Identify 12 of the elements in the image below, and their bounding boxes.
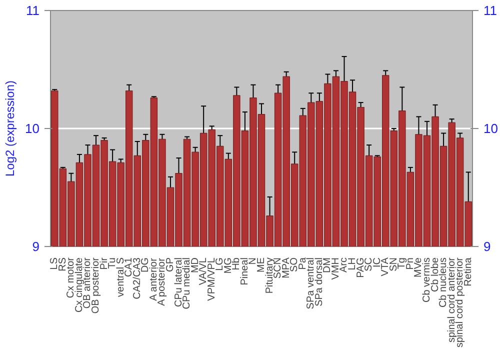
- x-tick-label: Pituitary: [264, 258, 276, 294]
- y-axis-title: Log2 (expression): [3, 80, 18, 177]
- y2-tick-label: 11: [484, 3, 497, 18]
- x-tick-label: OB posterior: [90, 256, 102, 314]
- y2-tick-label: 9: [484, 239, 491, 254]
- x-tick-label: Tg: [396, 258, 408, 270]
- x-tick-label: RS: [57, 257, 68, 272]
- y-tick-label: 9: [32, 239, 40, 254]
- x-tick-label: ME: [256, 257, 267, 272]
- y2-tick-label: 10: [484, 121, 498, 136]
- y-tick-label: 11: [26, 3, 40, 18]
- y-tick-label: 10: [25, 121, 40, 136]
